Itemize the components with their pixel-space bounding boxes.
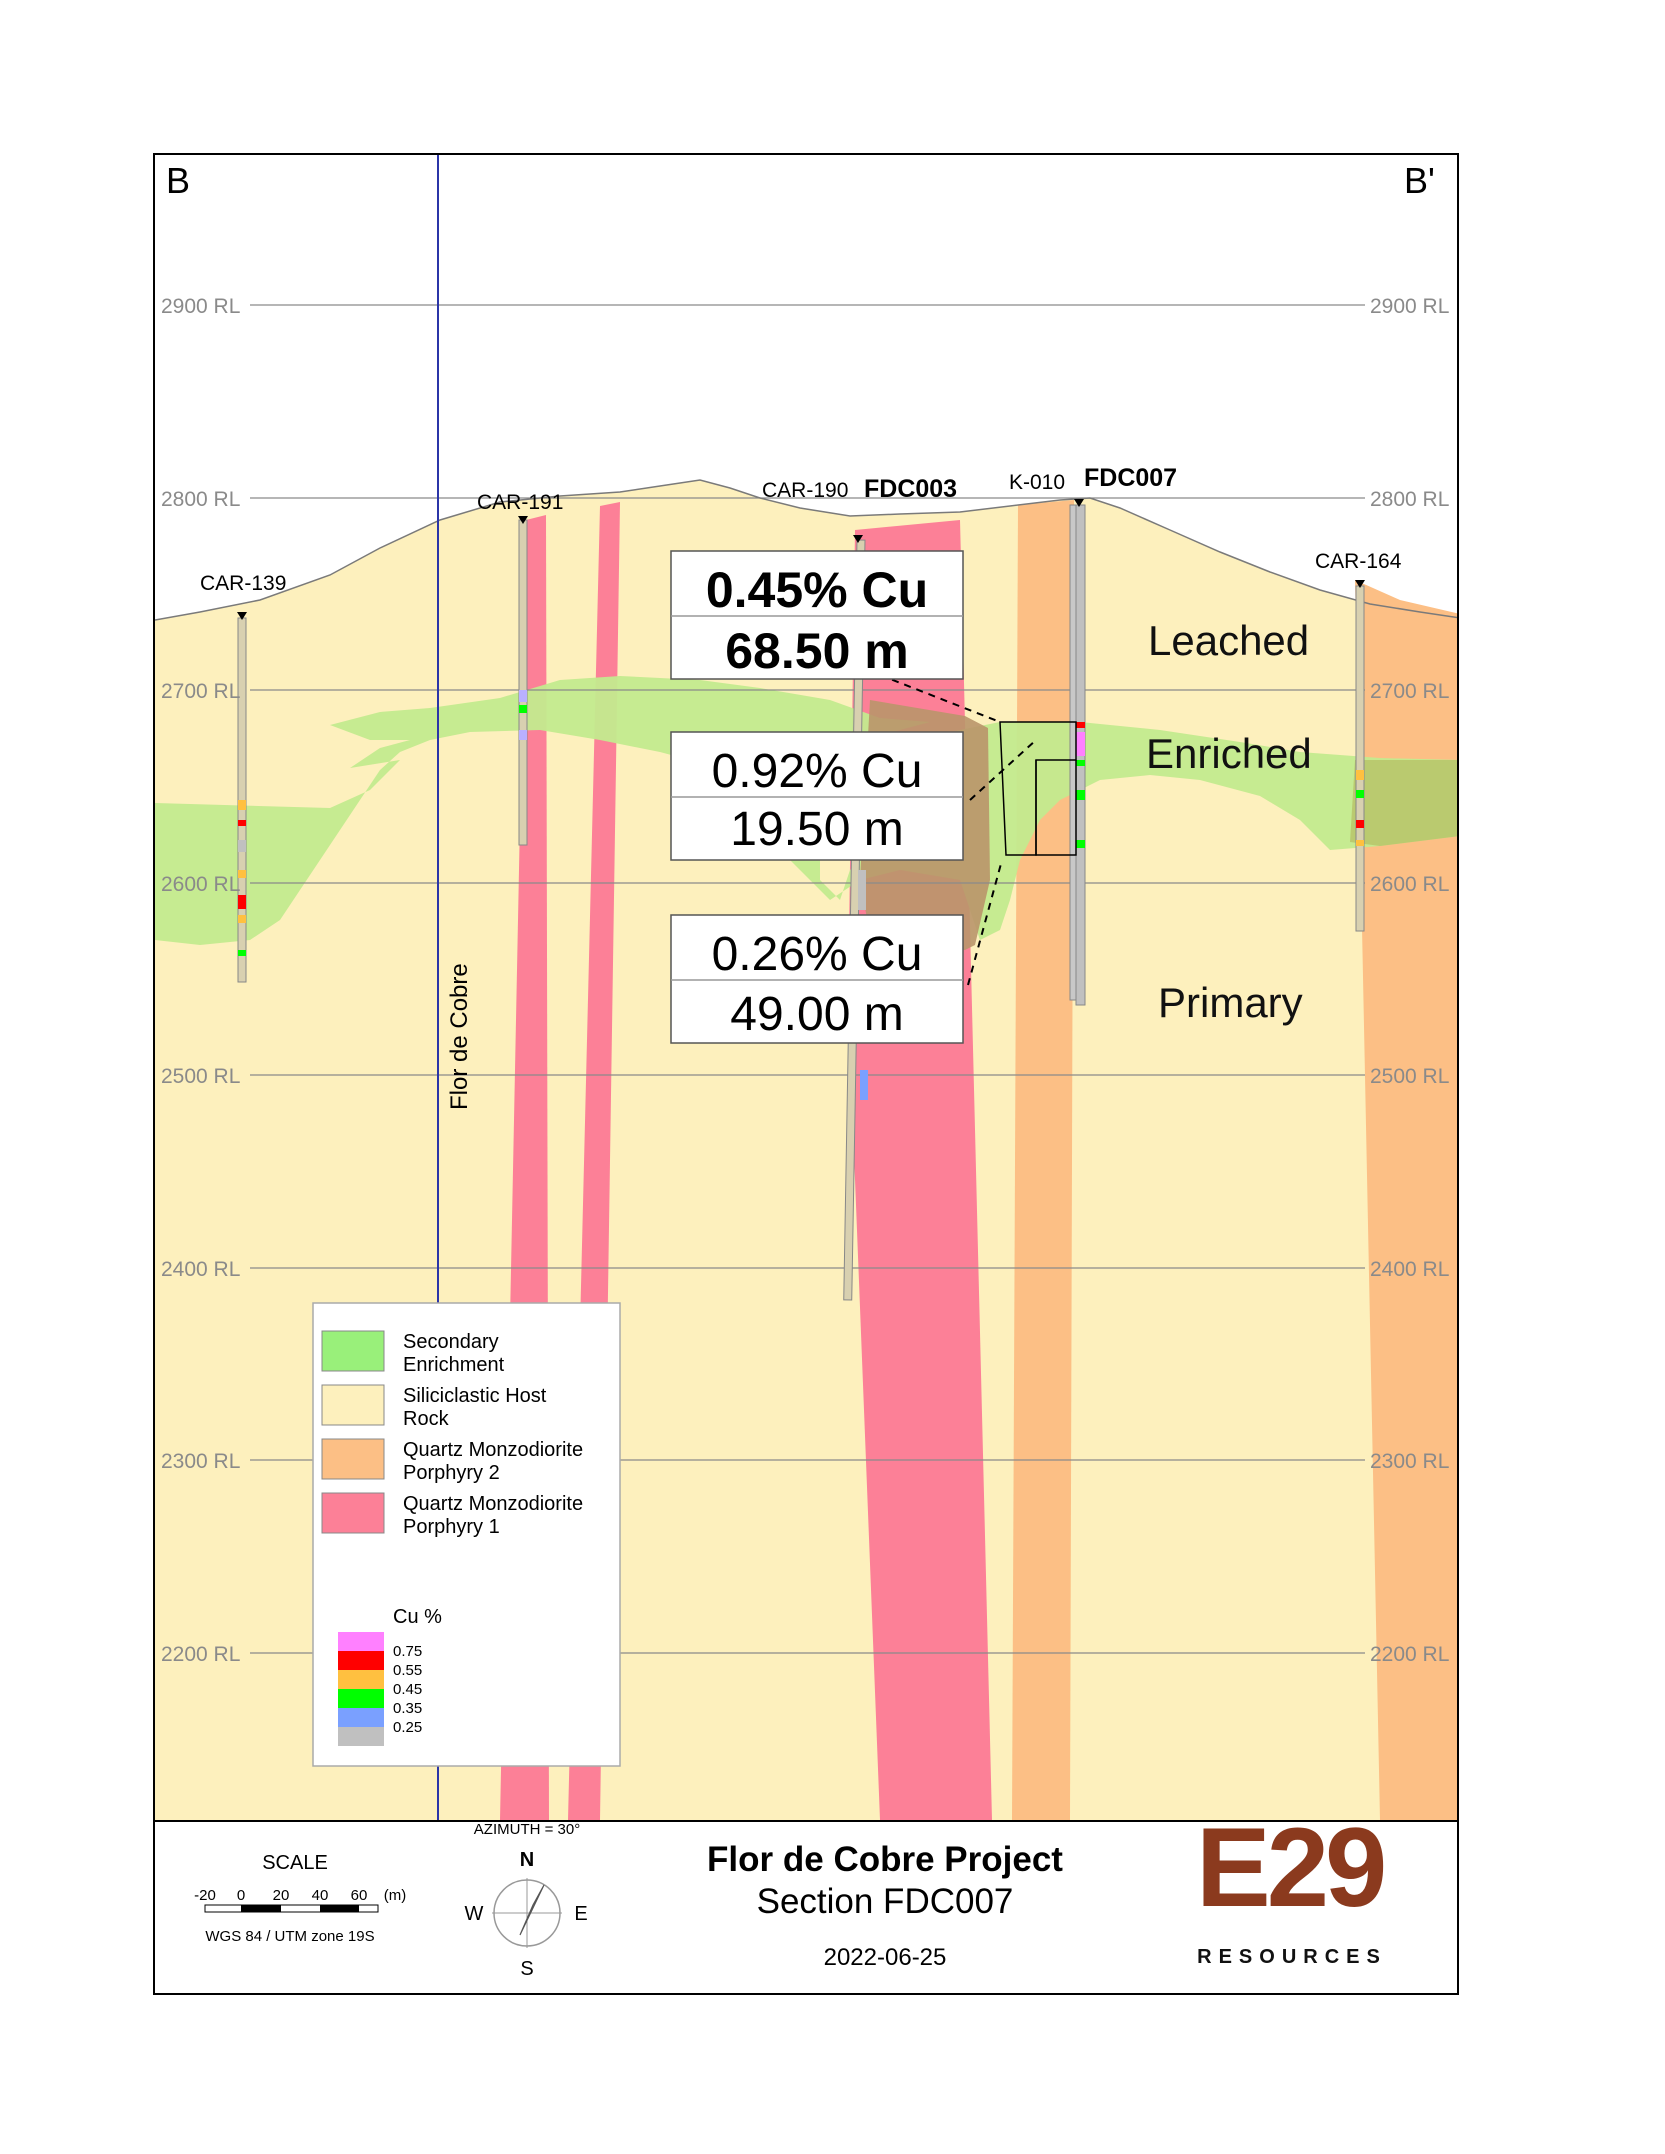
rl-label-left: 2200 RL xyxy=(161,1643,240,1666)
cu-scale: 0.75 0.55 0.45 0.35 0.25 xyxy=(338,1632,422,1746)
svg-text:Siliciclastic Host: Siliciclastic Host xyxy=(403,1385,547,1407)
zone-label-leached: Leached xyxy=(1148,617,1309,664)
rl-label-right: 2300 RL xyxy=(1370,1450,1449,1473)
hole-label-car-139: CAR-139 xyxy=(200,572,286,595)
enriched-host-overlap-east xyxy=(1350,760,1457,846)
hole-label-fdc003: FDC003 xyxy=(864,475,957,503)
section-start-label: B xyxy=(166,160,190,201)
rl-label-left: 2600 RL xyxy=(161,873,240,896)
rl-label-left: 2900 RL xyxy=(161,295,240,318)
intercept-length: 68.50 m xyxy=(725,623,908,679)
section-end-label: B' xyxy=(1404,160,1435,201)
section-frame xyxy=(153,153,1459,1995)
intercept-grade: 0.26% Cu xyxy=(712,928,923,981)
svg-text:0.25: 0.25 xyxy=(393,1719,422,1736)
legend-item-porphyry-1: Quartz Monzodiorite Porphyry 1 xyxy=(321,1492,583,1538)
svg-text:Enrichment: Enrichment xyxy=(403,1354,505,1376)
rl-label-left: 2400 RL xyxy=(161,1258,240,1281)
section-title: Section FDC007 xyxy=(757,1882,1014,1921)
topography-line xyxy=(155,479,1457,621)
hole-label-car-190: CAR-190 xyxy=(762,479,848,502)
intercept-box-1: 0.45% Cu 68.50 m xyxy=(670,550,964,680)
north-arrow: AZIMUTH = 30° N S E W xyxy=(465,1821,588,1980)
svg-text:40: 40 xyxy=(312,1887,329,1904)
drawing-date: 2022-06-25 xyxy=(824,1944,947,1971)
legend-item-porphyry-2: Quartz Monzodiorite Porphyry 2 xyxy=(321,1438,583,1484)
rl-label-right: 2800 RL xyxy=(1370,488,1449,511)
legend-item-siliciclastic-host: Siliciclastic Host Rock xyxy=(321,1384,547,1430)
svg-text:E29: E29 xyxy=(1196,1805,1384,1930)
intercept-length: 49.00 m xyxy=(730,988,903,1041)
zone-label-enriched: Enriched xyxy=(1146,730,1312,777)
svg-text:Quartz Monzodiorite: Quartz Monzodiorite xyxy=(403,1439,583,1461)
svg-text:E: E xyxy=(574,1903,587,1925)
cu-scale-title: Cu % xyxy=(393,1606,442,1628)
hole-label-fdc007: FDC007 xyxy=(1084,464,1177,492)
rl-labels-right: 2900 RL 2800 RL 2700 RL 2600 RL 2500 RL … xyxy=(1370,295,1449,1666)
svg-text:0: 0 xyxy=(237,1887,245,1904)
svg-text:N: N xyxy=(520,1849,534,1871)
rl-labels-left: 2900 RL 2800 RL 2700 RL 2600 RL 2500 RL … xyxy=(161,295,240,1666)
svg-text:0.55: 0.55 xyxy=(393,1662,422,1679)
svg-text:(m): (m) xyxy=(384,1887,407,1904)
hole-label-k-010: K-010 xyxy=(1009,471,1065,494)
scale-bar: SCALE -20 0 20 40 60 (m) WGS 84 / UTM zo… xyxy=(194,1852,406,1945)
legend: Secondary Enrichment Siliciclastic Host … xyxy=(312,1302,621,1767)
porphyry-2-central xyxy=(1012,500,1074,1820)
e29-logo: E29 RESOURCES xyxy=(1196,1805,1388,1968)
svg-text:Quartz Monzodiorite: Quartz Monzodiorite xyxy=(403,1493,583,1515)
svg-text:-20: -20 xyxy=(194,1887,216,1904)
porphyry-2-right xyxy=(1355,580,1457,1820)
svg-text:S: S xyxy=(520,1958,533,1980)
intercept-box-2: 0.92% Cu 19.50 m xyxy=(670,731,964,861)
svg-text:W: W xyxy=(465,1903,484,1925)
intercept-grade: 0.92% Cu xyxy=(712,745,923,798)
zone-label-primary: Primary xyxy=(1158,979,1303,1026)
drill-hole-car-191 xyxy=(518,519,528,846)
rl-label-right: 2400 RL xyxy=(1370,1258,1449,1281)
svg-text:0.35: 0.35 xyxy=(393,1700,422,1717)
svg-text:RESOURCES: RESOURCES xyxy=(1197,1946,1387,1968)
rl-label-right: 2200 RL xyxy=(1370,1643,1449,1666)
svg-text:0.75: 0.75 xyxy=(393,1643,422,1660)
rl-label-right: 2700 RL xyxy=(1370,680,1449,703)
hole-label-car-191: CAR-191 xyxy=(477,491,563,514)
rl-label-right: 2900 RL xyxy=(1370,295,1449,318)
svg-text:WGS 84 / UTM zone 19S: WGS 84 / UTM zone 19S xyxy=(205,1928,374,1945)
rl-label-right: 2600 RL xyxy=(1370,873,1449,896)
svg-text:Secondary: Secondary xyxy=(403,1331,499,1353)
project-title: Flor de Cobre Project xyxy=(707,1840,1063,1879)
intercept-box-3: 0.26% Cu 49.00 m xyxy=(670,914,964,1044)
svg-text:Porphyry 1: Porphyry 1 xyxy=(403,1516,500,1538)
rl-label-left: 2500 RL xyxy=(161,1065,240,1088)
svg-text:Porphyry 2: Porphyry 2 xyxy=(403,1462,500,1484)
hole-label-car-164: CAR-164 xyxy=(1315,550,1402,573)
fault-label: Flor de Cobre xyxy=(446,963,473,1110)
svg-text:Rock: Rock xyxy=(403,1408,450,1430)
rl-label-left: 2300 RL xyxy=(161,1450,240,1473)
drill-hole-car-164 xyxy=(1355,585,1365,932)
collar-markers xyxy=(237,499,1365,620)
svg-text:60: 60 xyxy=(351,1887,368,1904)
intercept-length: 19.50 m xyxy=(730,803,903,856)
rl-label-left: 2800 RL xyxy=(161,488,240,511)
legend-item-secondary-enrichment: Secondary Enrichment xyxy=(321,1330,505,1376)
drill-hole-fdc007 xyxy=(1069,504,1086,1006)
drill-hole-car-139 xyxy=(237,617,247,983)
svg-text:20: 20 xyxy=(273,1887,290,1904)
rl-label-right: 2500 RL xyxy=(1370,1065,1449,1088)
svg-text:SCALE: SCALE xyxy=(262,1852,328,1874)
intercept-grade: 0.45% Cu xyxy=(706,562,928,618)
intercept-outline xyxy=(999,721,1077,856)
intercept-leader-lines xyxy=(879,674,1037,986)
svg-text:0.45: 0.45 xyxy=(393,1681,422,1698)
svg-text:AZIMUTH = 30°: AZIMUTH = 30° xyxy=(474,1821,580,1838)
rl-label-left: 2700 RL xyxy=(161,680,240,703)
